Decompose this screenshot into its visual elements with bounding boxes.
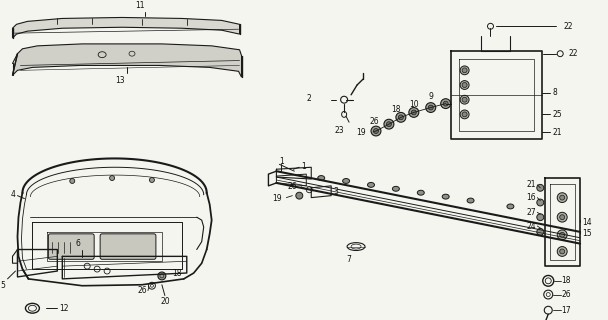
- Ellipse shape: [387, 122, 392, 127]
- Polygon shape: [13, 18, 240, 38]
- Text: 1: 1: [280, 157, 284, 166]
- Polygon shape: [13, 44, 241, 77]
- Text: 7: 7: [347, 255, 351, 264]
- FancyBboxPatch shape: [49, 234, 94, 259]
- Text: 27: 27: [527, 208, 536, 217]
- Text: 18: 18: [561, 276, 571, 285]
- Ellipse shape: [462, 83, 467, 87]
- Ellipse shape: [462, 112, 467, 117]
- Ellipse shape: [398, 115, 403, 120]
- Ellipse shape: [557, 193, 567, 203]
- Ellipse shape: [412, 110, 416, 115]
- Text: 22: 22: [563, 22, 573, 31]
- Ellipse shape: [537, 228, 544, 235]
- Text: 16: 16: [527, 193, 536, 202]
- Ellipse shape: [443, 101, 448, 106]
- Text: 20: 20: [160, 297, 170, 306]
- Ellipse shape: [460, 81, 469, 89]
- Text: 19: 19: [272, 194, 282, 203]
- Text: 21: 21: [527, 180, 536, 189]
- Ellipse shape: [441, 99, 451, 108]
- Ellipse shape: [557, 230, 567, 240]
- Ellipse shape: [392, 186, 399, 191]
- Ellipse shape: [462, 68, 467, 73]
- Ellipse shape: [460, 66, 469, 75]
- Ellipse shape: [417, 190, 424, 195]
- Ellipse shape: [460, 95, 469, 104]
- Text: 26: 26: [369, 117, 379, 126]
- Ellipse shape: [507, 204, 514, 209]
- Ellipse shape: [557, 247, 567, 256]
- Ellipse shape: [109, 176, 114, 180]
- Ellipse shape: [296, 192, 303, 199]
- Text: 26: 26: [561, 290, 571, 299]
- Ellipse shape: [460, 110, 469, 119]
- Ellipse shape: [560, 249, 565, 254]
- Text: 1: 1: [302, 162, 306, 171]
- Ellipse shape: [537, 184, 544, 191]
- Text: 6: 6: [76, 238, 81, 248]
- Ellipse shape: [409, 108, 419, 117]
- Text: 10: 10: [409, 100, 419, 109]
- Ellipse shape: [396, 112, 406, 122]
- Text: 8: 8: [552, 88, 557, 97]
- Ellipse shape: [462, 97, 467, 102]
- Ellipse shape: [150, 178, 154, 182]
- Ellipse shape: [343, 179, 350, 183]
- Ellipse shape: [367, 182, 375, 187]
- Text: 21: 21: [552, 127, 562, 137]
- Ellipse shape: [428, 105, 434, 110]
- Text: 12: 12: [60, 304, 69, 313]
- Text: 2: 2: [306, 94, 311, 103]
- Text: 23: 23: [334, 126, 344, 135]
- Ellipse shape: [318, 176, 325, 180]
- Text: 26: 26: [137, 286, 147, 295]
- Ellipse shape: [467, 198, 474, 203]
- Ellipse shape: [426, 103, 436, 112]
- Text: 18: 18: [391, 105, 401, 114]
- Text: 14: 14: [582, 218, 592, 227]
- Ellipse shape: [442, 194, 449, 199]
- Text: 3: 3: [333, 187, 338, 196]
- Ellipse shape: [384, 119, 394, 129]
- Text: 18: 18: [172, 269, 181, 278]
- Ellipse shape: [537, 199, 544, 206]
- Text: 17: 17: [561, 306, 571, 315]
- Text: 22: 22: [568, 49, 578, 58]
- Text: 24: 24: [527, 221, 536, 230]
- Text: 26: 26: [288, 182, 297, 191]
- Ellipse shape: [560, 215, 565, 220]
- Text: 9: 9: [428, 92, 433, 101]
- FancyBboxPatch shape: [100, 234, 156, 259]
- Text: 19: 19: [356, 127, 366, 137]
- Ellipse shape: [373, 129, 378, 133]
- Ellipse shape: [560, 195, 565, 200]
- Ellipse shape: [537, 214, 544, 220]
- Text: 15: 15: [582, 229, 592, 238]
- Text: 11: 11: [135, 1, 145, 10]
- Ellipse shape: [560, 232, 565, 237]
- Text: 4: 4: [10, 190, 15, 199]
- Text: 5: 5: [1, 281, 5, 290]
- Ellipse shape: [371, 126, 381, 136]
- Ellipse shape: [557, 212, 567, 222]
- Ellipse shape: [70, 179, 75, 183]
- Ellipse shape: [158, 272, 166, 280]
- Text: 25: 25: [552, 110, 562, 119]
- Text: 13: 13: [116, 76, 125, 85]
